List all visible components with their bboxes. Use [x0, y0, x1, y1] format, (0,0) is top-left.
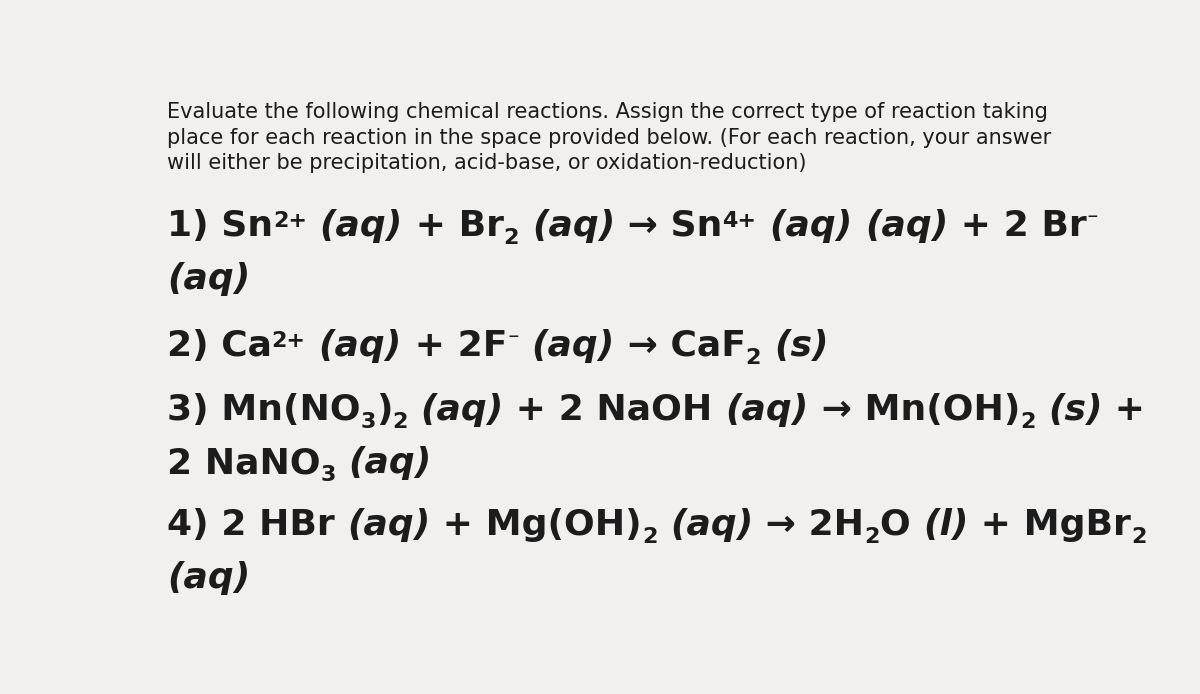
- Text: O: O: [880, 508, 923, 542]
- Text: 2+: 2+: [271, 331, 306, 350]
- Text: + Br: + Br: [403, 209, 504, 243]
- Text: + 2 NaOH: + 2 NaOH: [504, 393, 725, 427]
- Text: +: +: [1103, 393, 1146, 427]
- Text: (s): (s): [1048, 393, 1103, 427]
- Text: (aq): (aq): [532, 329, 614, 363]
- Text: (aq): (aq): [348, 446, 432, 480]
- Text: (aq): (aq): [532, 209, 614, 243]
- Text: 2+: 2+: [272, 210, 307, 230]
- Text: (aq): (aq): [347, 508, 431, 542]
- Text: 2: 2: [745, 348, 761, 368]
- Text: 3: 3: [320, 466, 336, 485]
- Text: (l): (l): [923, 508, 968, 542]
- Text: (aq): (aq): [670, 508, 754, 542]
- Text: → 2H: → 2H: [754, 508, 864, 542]
- Text: (aq): (aq): [319, 209, 403, 243]
- Text: 2: 2: [864, 527, 880, 547]
- Text: 3) Mn(NO: 3) Mn(NO: [167, 393, 360, 427]
- Text: + 2F: + 2F: [402, 329, 508, 363]
- Text: place for each reaction in the space provided below. (For each reaction, your an: place for each reaction in the space pro…: [167, 128, 1051, 148]
- Text: ⁻: ⁻: [508, 331, 518, 350]
- Text: 1) Sn: 1) Sn: [167, 209, 272, 243]
- Text: will either be precipitation, acid-base, or oxidation-reduction): will either be precipitation, acid-base,…: [167, 153, 806, 174]
- Text: 4) 2 HBr: 4) 2 HBr: [167, 508, 347, 542]
- Text: (s): (s): [774, 329, 828, 363]
- Text: 2: 2: [392, 412, 408, 432]
- Text: Evaluate the following chemical reactions. Assign the correct type of reaction t: Evaluate the following chemical reaction…: [167, 102, 1048, 122]
- Text: 3: 3: [360, 412, 376, 432]
- Text: 4+: 4+: [722, 210, 756, 230]
- Text: 2: 2: [1132, 527, 1147, 547]
- Text: (aq): (aq): [420, 393, 504, 427]
- Text: 2 NaNO: 2 NaNO: [167, 446, 320, 480]
- Text: (aq): (aq): [769, 209, 852, 243]
- Text: (aq): (aq): [725, 393, 809, 427]
- Text: + 2 Br: + 2 Br: [948, 209, 1087, 243]
- Text: 2: 2: [642, 527, 658, 547]
- Text: 2) Ca: 2) Ca: [167, 329, 271, 363]
- Text: (aq): (aq): [318, 329, 402, 363]
- Text: → Sn: → Sn: [614, 209, 722, 243]
- Text: 2: 2: [1020, 412, 1036, 432]
- Text: 2: 2: [504, 228, 520, 248]
- Text: → CaF: → CaF: [614, 329, 745, 363]
- Text: (aq): (aq): [167, 262, 250, 296]
- Text: ⁻: ⁻: [1087, 210, 1099, 230]
- Text: (aq): (aq): [167, 561, 250, 595]
- Text: + Mg(OH): + Mg(OH): [431, 508, 642, 542]
- Text: + MgBr: + MgBr: [968, 508, 1132, 542]
- Text: → Mn(OH): → Mn(OH): [809, 393, 1020, 427]
- Text: ): ): [376, 393, 392, 427]
- Text: (aq): (aq): [865, 209, 948, 243]
